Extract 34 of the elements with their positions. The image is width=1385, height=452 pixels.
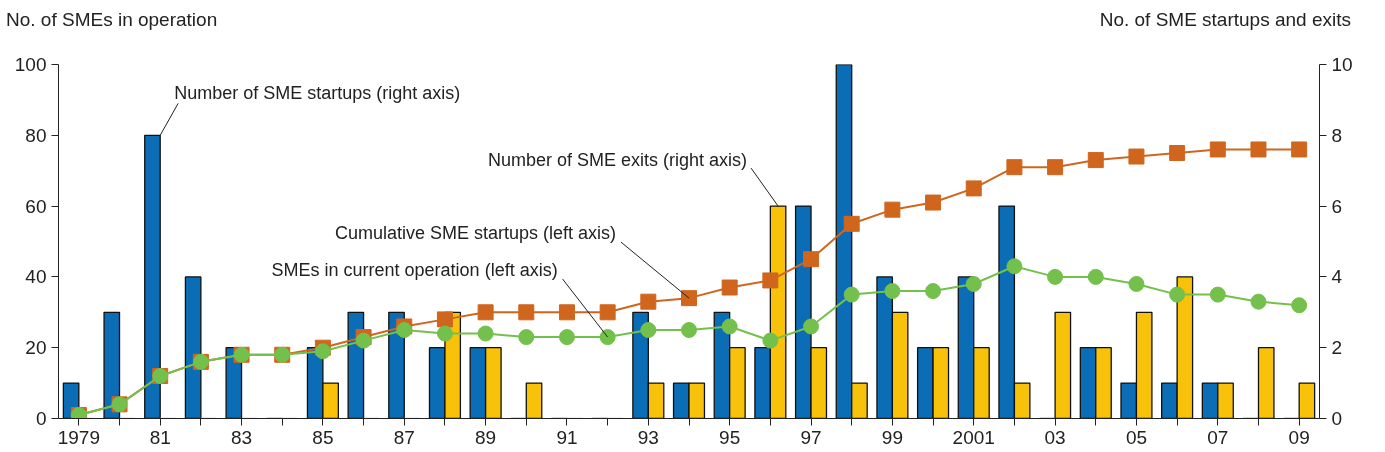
x-tick-label: 85 xyxy=(312,426,334,448)
x-tick-label: 83 xyxy=(230,426,253,448)
annotation: Cumulative SME startups (left axis) xyxy=(334,223,617,244)
y2-axis-title: No. of SME startups and exits xyxy=(1099,8,1351,32)
y-tick-label: 0 xyxy=(35,408,47,429)
x-tick-label: 07 xyxy=(1207,426,1229,448)
x-tick-label: 89 xyxy=(475,426,497,448)
y-tick-label: 60 xyxy=(25,195,47,217)
x-tick-label: 95 xyxy=(719,426,741,448)
x-tick-label: 87 xyxy=(393,426,415,448)
annotation: Number of SME startups (right axis) xyxy=(174,83,461,104)
x-tick-label: 97 xyxy=(800,426,822,448)
x-tick-label: 2001 xyxy=(952,426,995,448)
x-tick-label: 99 xyxy=(881,426,903,448)
x-tick-label: 93 xyxy=(637,426,659,448)
annotation: Number of SME exits (right axis) xyxy=(488,150,748,171)
x-tick-label: 05 xyxy=(1125,426,1148,448)
y2-tick-label: 0 xyxy=(1331,408,1343,429)
x-tick-label: 1979 xyxy=(57,426,100,448)
y-tick-label: 100 xyxy=(14,54,47,75)
y-tick-label: 80 xyxy=(25,124,47,146)
y2-tick-label: 6 xyxy=(1331,195,1343,217)
y2-tick-label: 2 xyxy=(1331,337,1343,359)
y2-tick-label: 4 xyxy=(1331,266,1343,288)
x-tick-label: 81 xyxy=(149,426,171,448)
y-axis-title: No. of SMEs in operation xyxy=(6,8,218,32)
x-tick-label: 09 xyxy=(1288,426,1310,448)
y-tick-label: 40 xyxy=(25,266,47,288)
y2-tick-label: 8 xyxy=(1331,124,1343,146)
y-tick-label: 20 xyxy=(25,337,47,359)
x-tick-label: 03 xyxy=(1044,426,1066,448)
annotation: SMEs in current operation (left axis) xyxy=(271,260,558,281)
x-tick-label: 91 xyxy=(556,426,578,448)
y2-tick-label: 10 xyxy=(1331,54,1353,75)
